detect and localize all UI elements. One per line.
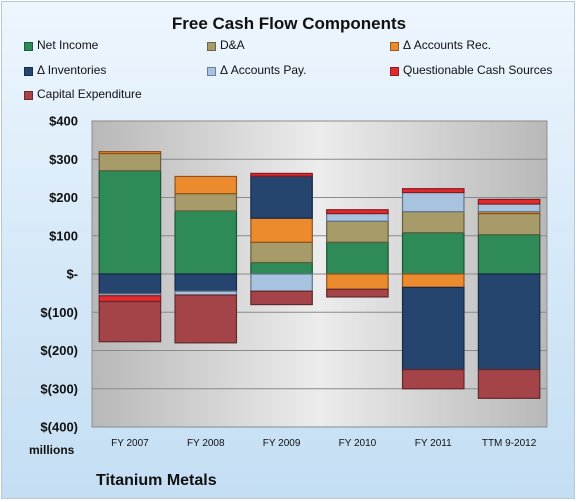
bar-segment [477, 369, 541, 399]
bar-segment [401, 232, 465, 275]
legend-swatch-accounts-pay [207, 67, 216, 76]
bar-segment [174, 210, 238, 275]
bar-segment [250, 217, 313, 243]
bar-segment [477, 212, 541, 236]
x-axis-ticks: FY 2007 FY 2008 FY 2009 FY 2010 FY 2011 TTM 9… [111, 438, 537, 449]
bar-segment [98, 300, 162, 343]
x-tick-label: FY 2009 [263, 438, 301, 449]
chart-title: Free Cash Flow Components [171, 14, 407, 33]
legend-label-accounts-rec: Δ Accounts Rec. [403, 38, 492, 52]
bar-segment [477, 234, 541, 275]
y-axis-ticks: $400 $300 $200 $100 $- $(100) $(200) $(300) $(40… [40, 114, 78, 435]
bar-segment [477, 203, 541, 213]
bar-segment [326, 220, 389, 243]
legend-swatch-questionable-cash [390, 67, 399, 76]
x-tick-label: FY 2010 [339, 438, 377, 449]
bar-segment [250, 261, 313, 275]
legend-label-capex: Capital Expenditure [37, 87, 142, 101]
bar-segment [174, 294, 238, 344]
gridlines [92, 120, 547, 428]
bar-segment [401, 211, 465, 234]
bar-segment [98, 295, 162, 303]
bar-stacks [98, 151, 541, 399]
units-label: millions [29, 443, 75, 457]
bar-segment [401, 188, 465, 194]
y-tick-label: $(200) [40, 343, 78, 358]
y-tick-label: $- [66, 267, 78, 282]
x-tick-label: FY 2008 [187, 438, 225, 449]
bar-segment [174, 273, 238, 292]
company-name: Titanium Metals [96, 472, 217, 489]
bar-segment [401, 286, 465, 371]
legend-swatch-net-income [24, 42, 33, 51]
y-tick-label: $100 [49, 228, 78, 243]
bar-segment [326, 288, 389, 298]
bar-segment [250, 273, 313, 292]
y-tick-label: $(100) [40, 305, 78, 320]
bar-segment [98, 170, 162, 275]
bar-segment [326, 212, 389, 222]
bar-segment [326, 241, 389, 275]
y-tick-label: $(300) [40, 381, 78, 396]
bar-segment [401, 273, 465, 288]
bar-segment [174, 175, 238, 195]
legend-label-inventories: Δ Inventories [37, 63, 107, 77]
x-tick-label: TTM 9-2012 [482, 438, 537, 449]
bar-segment [250, 290, 313, 306]
bar-segment [98, 152, 162, 172]
legend-swatch-inventories [24, 67, 33, 76]
y-tick-label: $200 [49, 190, 78, 205]
bar-segment [401, 191, 465, 213]
bar-segment [250, 172, 313, 177]
y-tick-label: $300 [49, 152, 78, 167]
legend-label-questionable-cash: Questionable Cash Sources [403, 63, 553, 77]
bar-segment [250, 241, 313, 264]
bar-segment [174, 193, 238, 212]
x-tick-label: FY 2011 [415, 438, 452, 449]
legend-label-accounts-pay: Δ Accounts Pay. [220, 63, 307, 77]
y-tick-label: $400 [49, 114, 78, 129]
legend-label-net-income: Net Income [37, 38, 99, 52]
bar-segment [98, 151, 162, 155]
legend-swatch-d-and-a [207, 42, 216, 51]
legend-swatch-capex [24, 91, 33, 100]
legend-label-d-and-a: D&A [220, 38, 245, 52]
legend-swatch-accounts-rec [390, 42, 399, 51]
bar-segment [326, 273, 389, 290]
x-tick-label: FY 2007 [111, 438, 149, 449]
bar-segment [477, 198, 541, 205]
bar-segment [401, 369, 465, 390]
bar-segment [326, 209, 389, 215]
bar-segment [477, 273, 541, 371]
bar-segment [98, 273, 162, 295]
bar-segment [250, 175, 313, 219]
y-tick-label: $(400) [40, 420, 78, 435]
